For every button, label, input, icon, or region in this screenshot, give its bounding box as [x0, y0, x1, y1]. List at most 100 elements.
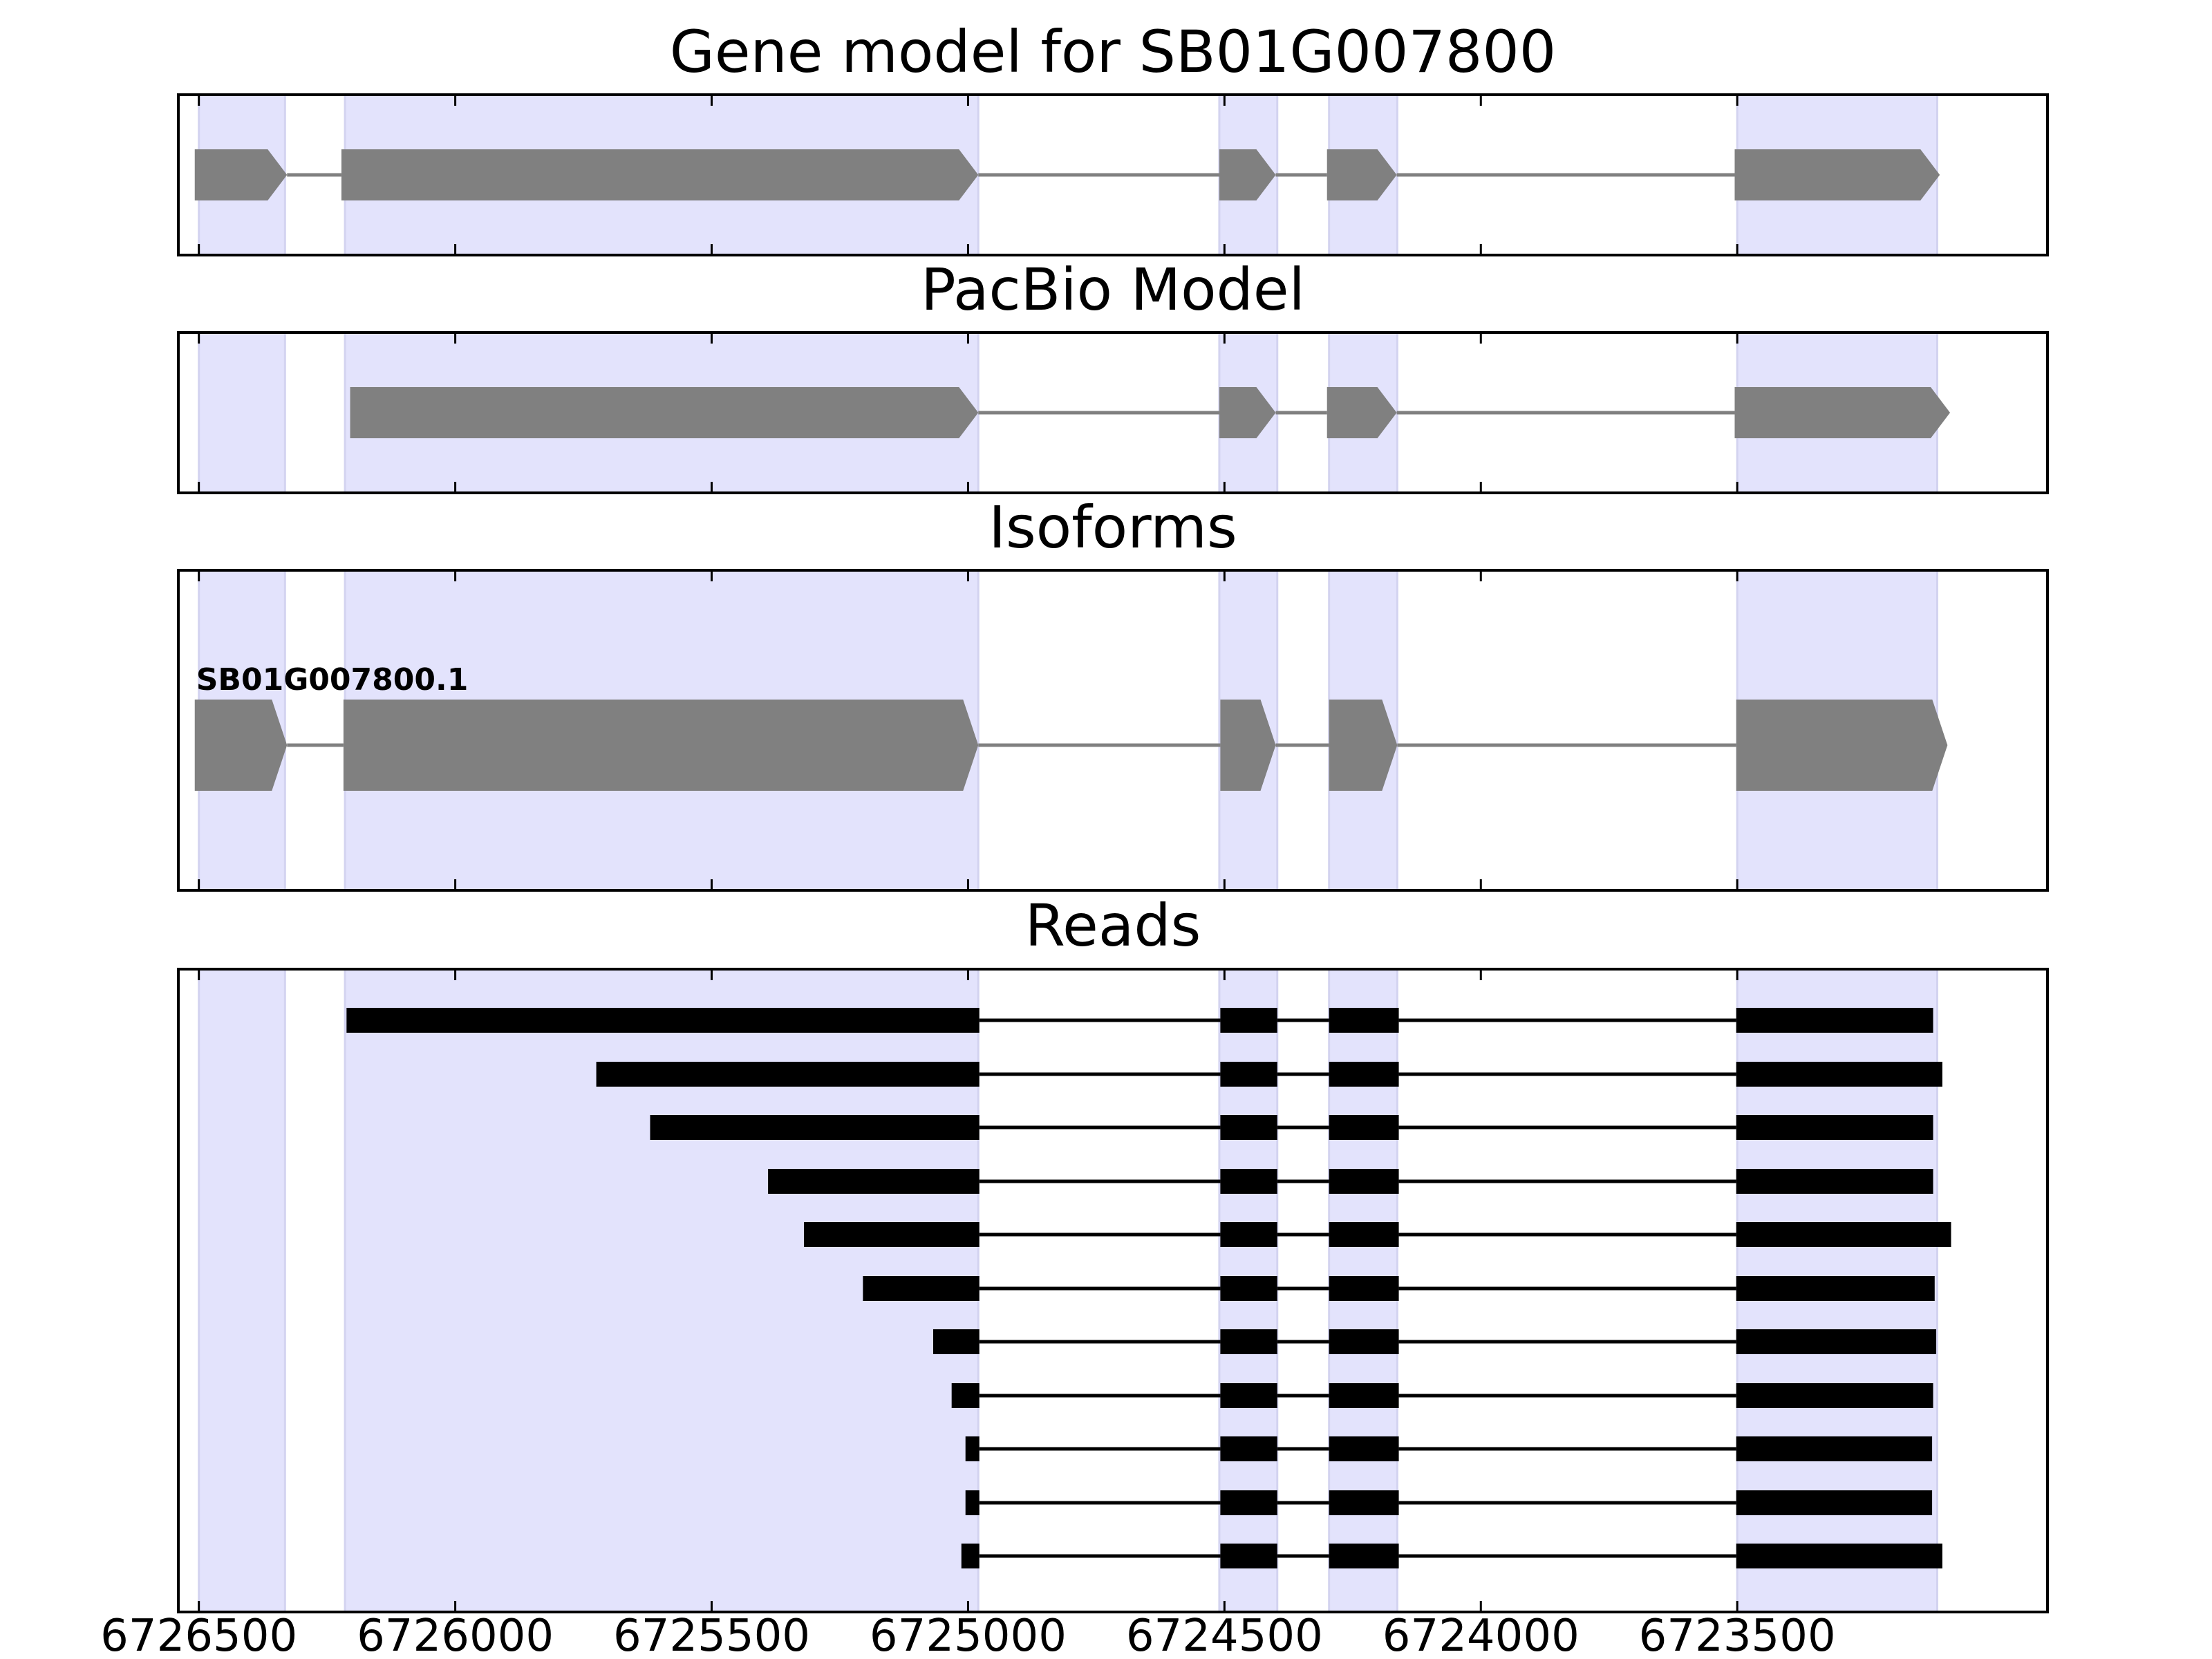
read-block [1220, 1383, 1277, 1408]
read-block [1736, 1490, 1933, 1515]
read-block [1736, 1383, 1933, 1408]
read-block [1220, 1008, 1277, 1033]
read-block [1220, 1436, 1277, 1461]
read-block [1736, 1436, 1933, 1461]
reads-highlights [198, 968, 1939, 1613]
pacbio-model-transcripts [350, 387, 1951, 438]
gene-model-title: Gene model for SB01G007800 [670, 18, 1556, 86]
read-block [1329, 1490, 1399, 1515]
isoforms-ticks [198, 570, 1738, 890]
gene-model-exon [341, 149, 979, 200]
read-block [1736, 1169, 1933, 1194]
x-tick-label: 6724500 [1126, 1611, 1323, 1659]
read-block [1736, 1276, 1935, 1301]
pacbio-model-panel: PacBio Model [177, 256, 2049, 494]
read-row [768, 1169, 1933, 1194]
read-row [596, 1062, 1942, 1087]
read-block [650, 1115, 980, 1140]
read-block [965, 1436, 980, 1461]
read-block [1220, 1115, 1277, 1140]
reads-ticks [198, 969, 1738, 1612]
read-block [1329, 1276, 1399, 1301]
read-block [1736, 1329, 1937, 1354]
read-block [1736, 1062, 1942, 1087]
pacbio-model-exon [350, 387, 979, 438]
read-block [1329, 1436, 1399, 1461]
read-block [1220, 1222, 1277, 1247]
pacbio-model-exon [1327, 387, 1397, 438]
read-block [1329, 1062, 1399, 1087]
read-block [863, 1276, 980, 1301]
isoforms-frame [177, 569, 2049, 892]
isoforms-exon [343, 700, 979, 791]
read-block [1329, 1383, 1399, 1408]
read-block [804, 1222, 980, 1247]
read-block [1220, 1276, 1277, 1301]
gene-model-transcripts [194, 149, 1940, 200]
isoforms-transcripts: SB01G007800.1 [194, 662, 1948, 791]
isoforms-exon [1736, 700, 1948, 791]
isoforms-title: Isoforms [988, 494, 1237, 561]
read-row [863, 1276, 1935, 1301]
pacbio-model-exon [1734, 387, 1951, 438]
x-tick-label: 6725000 [870, 1611, 1067, 1659]
pacbio-model-title: PacBio Model [921, 256, 1305, 324]
gene-model-panel: Gene model for SB01G007800 [177, 18, 2049, 256]
read-block [951, 1383, 980, 1408]
read-block [932, 1329, 980, 1354]
pacbio-model-highlight-band [198, 331, 286, 494]
read-block [1329, 1329, 1399, 1354]
x-tick-label: 6725500 [613, 1611, 810, 1659]
read-block [1220, 1490, 1277, 1515]
read-block [1736, 1008, 1933, 1033]
isoforms-exon [1329, 700, 1398, 791]
read-row [965, 1436, 1933, 1461]
reads-panel: Reads [177, 892, 2049, 1613]
gene-model-exon [1327, 149, 1397, 200]
read-block [1220, 1329, 1277, 1354]
read-block [768, 1169, 980, 1194]
read-block [1736, 1115, 1933, 1140]
gene-model-exon [1734, 149, 1940, 200]
x-axis-tick-labels: 6726500 6726000 6725500 6725000 6724500 67240… [100, 1611, 1836, 1659]
isoforms-exon [1220, 700, 1276, 791]
read-block [596, 1062, 980, 1087]
read-row [961, 1544, 1942, 1568]
read-row [346, 1008, 1933, 1033]
read-block [1329, 1169, 1399, 1194]
read-row [650, 1115, 1933, 1140]
isoforms-panel: Isoforms SB01G007800.1 [177, 494, 2049, 892]
read-block [346, 1008, 980, 1033]
read-block [1220, 1169, 1277, 1194]
read-block [1329, 1544, 1399, 1568]
read-block [1736, 1222, 1951, 1247]
read-block [1329, 1008, 1399, 1033]
reads-frame [177, 968, 2049, 1613]
read-block [965, 1490, 980, 1515]
x-tick-label: 6724000 [1382, 1611, 1580, 1659]
reads-title: Reads [1025, 892, 1201, 959]
read-row [965, 1490, 1933, 1515]
read-row [951, 1383, 1933, 1408]
read-block [961, 1544, 980, 1568]
x-tick-label: 6723500 [1639, 1611, 1836, 1659]
isoforms-transcript-label: SB01G007800.1 [196, 662, 469, 697]
pacbio-model-ticks [198, 332, 1738, 493]
gene-model-ticks [198, 95, 1738, 255]
isoforms-exon [194, 700, 288, 791]
x-tick-label: 6726000 [357, 1611, 554, 1659]
gene-model-exon [194, 149, 288, 200]
pacbio-model-exon [1219, 387, 1276, 438]
gene-model-exon [1219, 149, 1276, 200]
gene-model-frame [177, 93, 2049, 256]
reads-highlight-band [198, 968, 286, 1613]
reads-alignments [346, 1008, 1951, 1568]
read-block [1329, 1115, 1399, 1140]
read-row [932, 1329, 1937, 1354]
read-block [1220, 1062, 1277, 1087]
read-row [804, 1222, 1951, 1247]
read-block [1220, 1544, 1277, 1568]
read-block [1736, 1544, 1942, 1568]
read-block [1329, 1222, 1399, 1247]
